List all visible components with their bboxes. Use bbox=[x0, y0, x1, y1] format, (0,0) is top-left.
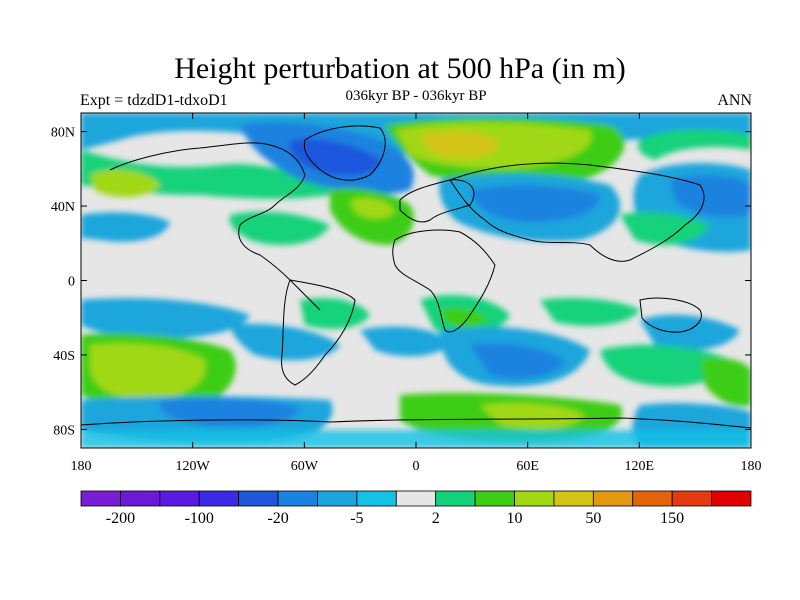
colorbar-swatch bbox=[120, 490, 161, 507]
x-tick-label: 60E bbox=[516, 459, 539, 474]
contour-region bbox=[640, 314, 740, 350]
colorbar-swatch bbox=[159, 490, 200, 507]
period-label: 036kyr BP - 036kyr BP bbox=[345, 88, 487, 104]
contour-region bbox=[81, 212, 170, 242]
colorbar: -200 -100 -20 -5 2 10 50 150 bbox=[80, 490, 752, 527]
x-tick-label: 120E bbox=[625, 459, 655, 474]
contour-region bbox=[440, 308, 488, 328]
contour-region bbox=[90, 343, 206, 400]
colorbar-swatch bbox=[356, 490, 397, 507]
contour-region bbox=[700, 358, 751, 407]
colorbar-swatch bbox=[671, 490, 712, 507]
colorbar-swatch bbox=[317, 490, 358, 507]
colorbar-label: 150 bbox=[660, 510, 684, 527]
contour-region bbox=[230, 323, 340, 361]
colorbar-label: 10 bbox=[507, 510, 523, 527]
colorbar-swatch bbox=[553, 490, 594, 507]
contour-region bbox=[350, 198, 395, 219]
contour-region bbox=[289, 138, 380, 176]
contour-region bbox=[81, 430, 751, 448]
colorbar-swatch bbox=[592, 490, 634, 507]
x-axis: 180 120W 60W 0 60E 120E 180 bbox=[71, 113, 762, 474]
x-tick-label: 180 bbox=[71, 459, 92, 474]
y-tick-label: 80N bbox=[51, 126, 75, 141]
contour-region bbox=[600, 344, 730, 387]
x-tick-label: 60W bbox=[291, 459, 319, 474]
colorbar-swatch bbox=[238, 490, 279, 507]
contour-region bbox=[470, 343, 565, 379]
colorbar-swatch bbox=[711, 490, 752, 507]
contour-region bbox=[540, 298, 640, 326]
colorbar-label: -100 bbox=[185, 510, 214, 527]
contour-field bbox=[81, 113, 751, 448]
colorbar-swatch bbox=[198, 490, 240, 507]
colorbar-swatch bbox=[80, 490, 121, 507]
contour-region bbox=[470, 185, 600, 222]
x-tick-label: 0 bbox=[413, 459, 420, 474]
colorbar-swatch bbox=[474, 490, 515, 507]
y-tick-label: 0 bbox=[68, 275, 75, 290]
contour-region bbox=[480, 403, 585, 429]
colorbar-swatch bbox=[395, 490, 437, 507]
plot-title: Height perturbation at 500 hPa (in m) bbox=[174, 52, 626, 85]
colorbar-swatch bbox=[514, 490, 555, 507]
season-label: ANN bbox=[717, 92, 752, 109]
coastlines bbox=[81, 125, 751, 429]
y-tick-label: 40S bbox=[53, 349, 75, 364]
experiment-label: Expt = tdzdD1-tdxoD1 bbox=[80, 92, 228, 109]
y-tick-label: 40N bbox=[51, 200, 75, 215]
contour-region bbox=[90, 169, 160, 197]
colorbar-label: -20 bbox=[267, 510, 288, 527]
contour-region bbox=[620, 212, 710, 245]
contour-region bbox=[638, 129, 751, 160]
contour-region bbox=[360, 326, 450, 357]
contour-region bbox=[420, 131, 500, 159]
y-axis: 80N 40N 0 40S 80S bbox=[51, 126, 751, 438]
contour-region bbox=[670, 175, 751, 217]
colorbar-label: -200 bbox=[106, 510, 135, 527]
colorbar-swatch bbox=[632, 490, 673, 507]
y-tick-label: 80S bbox=[53, 423, 75, 438]
colorbar-label: -5 bbox=[350, 510, 363, 527]
colorbar-swatch bbox=[277, 490, 318, 507]
contour-region bbox=[229, 211, 330, 245]
x-tick-label: 180 bbox=[741, 459, 762, 474]
contour-region bbox=[300, 298, 370, 329]
colorbar-label: 50 bbox=[585, 510, 601, 527]
colorbar-swatch bbox=[435, 490, 476, 507]
contour-region bbox=[81, 298, 250, 339]
x-tick-label: 120W bbox=[176, 459, 211, 474]
colorbar-label: 2 bbox=[432, 510, 440, 527]
